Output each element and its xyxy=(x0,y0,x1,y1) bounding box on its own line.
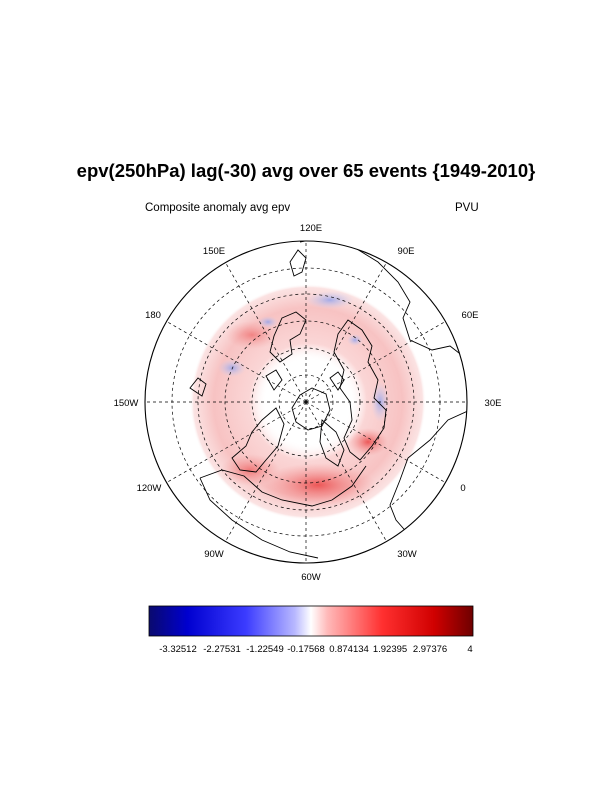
map-subtitle-left: Composite anomaly avg epv xyxy=(145,202,291,214)
map-title: epv(250hPa) lag(-30) avg over 65 events … xyxy=(76,160,536,181)
lon-label-90w: 90W xyxy=(204,549,224,560)
lon-label-30w: 30W xyxy=(397,549,417,560)
colorbar-labels: -3.32512 -2.27531 -1.22549 -0.17568 0.874134… xyxy=(159,644,472,655)
lon-label-120e: 120E xyxy=(300,223,322,234)
lon-label-90e: 90E xyxy=(398,246,415,257)
colorbar-tick-label: -0.17568 xyxy=(287,644,325,655)
lon-label-150e: 150E xyxy=(203,246,225,257)
map-border xyxy=(144,240,468,564)
colorbar-tick-label: -1.22549 xyxy=(246,644,284,655)
colorbar-gradient xyxy=(148,605,474,637)
lon-label-150w: 150W xyxy=(114,398,139,409)
graticule xyxy=(145,241,467,563)
coastlines xyxy=(189,241,467,559)
colorbar-tick-label: 2.97376 xyxy=(413,644,447,655)
units-label: PVU xyxy=(455,202,479,214)
lon-label-60w: 60W xyxy=(301,572,321,583)
colorbar-tick-label: -2.27531 xyxy=(203,644,241,655)
lon-label-120w: 120W xyxy=(137,483,162,494)
colorbar: -3.32512 -2.27531 -1.22549 -0.17568 0.874134… xyxy=(148,605,474,655)
colorbar-tick-label: 1.92395 xyxy=(373,644,407,655)
lon-label-180: 180 xyxy=(145,310,161,321)
lon-label-60e: 60E xyxy=(462,310,479,321)
colorbar-tick-label: 0.874134 xyxy=(329,644,369,655)
lon-label-30e: 30E xyxy=(485,398,502,409)
colorbar-tick-label: -3.32512 xyxy=(159,644,197,655)
lon-label-0: 0 xyxy=(460,483,465,494)
colorbar-tick-label: 4 xyxy=(467,644,472,655)
